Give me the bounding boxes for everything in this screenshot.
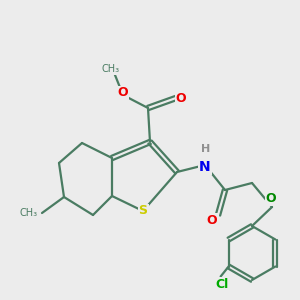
Text: O: O	[118, 86, 128, 100]
Text: CH₃: CH₃	[102, 64, 120, 74]
Text: N: N	[199, 160, 211, 174]
Text: H: H	[201, 144, 211, 154]
Text: O: O	[176, 92, 186, 104]
Text: CH₃: CH₃	[20, 208, 38, 218]
Text: O: O	[266, 191, 276, 205]
Text: Cl: Cl	[215, 278, 228, 291]
Text: S: S	[139, 205, 148, 218]
Text: O: O	[207, 214, 217, 226]
